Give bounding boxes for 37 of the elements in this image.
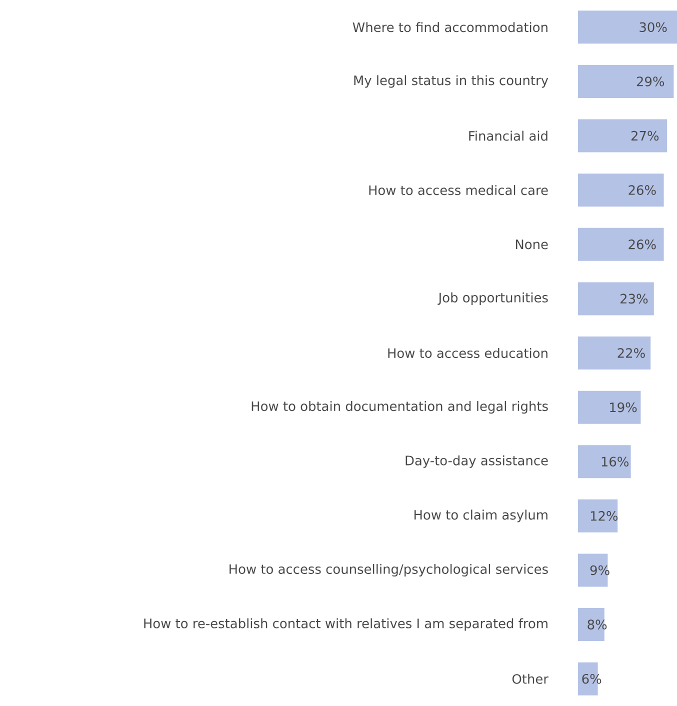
y-tick-label: How to obtain documentation and legal rights xyxy=(252,401,548,414)
data-label: 22% xyxy=(618,348,645,358)
bar xyxy=(578,499,618,532)
y-tick-label: Day-to-day assistance xyxy=(406,455,548,468)
data-label: 6% xyxy=(582,674,602,684)
bar xyxy=(578,445,631,478)
data-label: 26% xyxy=(628,239,656,250)
data-label: 23% xyxy=(620,294,648,304)
y-tick-label: How to access counselling/psychological services xyxy=(230,564,548,576)
bar xyxy=(578,119,668,152)
bar xyxy=(578,174,664,207)
y-tick-label: How to access education xyxy=(388,348,548,358)
data-label: 30% xyxy=(640,22,667,32)
y-tick-label: Where to find accommodation xyxy=(352,22,548,32)
y-tick-label: Job opportunities xyxy=(438,292,548,305)
y-tick-label: My legal status in this country xyxy=(354,75,548,88)
bar xyxy=(578,554,608,587)
data-label: 19% xyxy=(610,402,637,412)
data-label: 26% xyxy=(628,185,656,195)
y-tick-label: None xyxy=(516,240,548,250)
y-tick-label: How to access medical care xyxy=(369,185,548,196)
bar xyxy=(578,336,651,370)
data-label: 12% xyxy=(590,511,618,521)
y-tick-label: Financial aid xyxy=(469,130,548,141)
y-tick-label: How to claim asylum xyxy=(414,510,548,522)
data-label: 29% xyxy=(636,76,664,86)
y-tick-label: Other xyxy=(512,674,548,684)
data-label: 8% xyxy=(588,620,607,630)
data-label: 9% xyxy=(590,565,610,576)
bar xyxy=(578,390,641,424)
bar xyxy=(578,10,677,44)
bar xyxy=(578,282,654,316)
data-label: 16% xyxy=(602,456,628,467)
y-tick-label: How to re-establish contact with relatives I am separated from xyxy=(144,618,548,631)
data-label: 27% xyxy=(631,130,659,141)
bar xyxy=(578,64,674,98)
bar xyxy=(578,228,664,261)
